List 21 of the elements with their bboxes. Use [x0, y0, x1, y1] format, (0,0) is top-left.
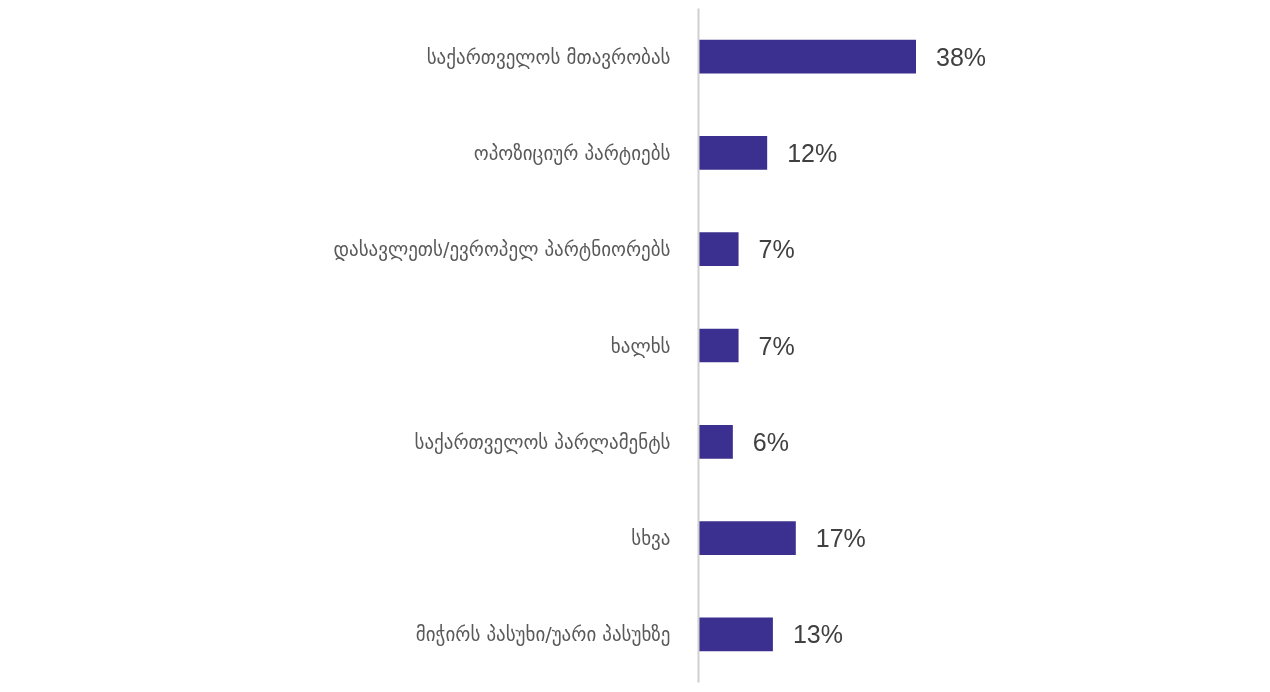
bar	[698, 39, 916, 74]
y-tick-label: ხალხს	[610, 334, 671, 358]
data-label: 6%	[752, 427, 789, 456]
data-label: 12%	[787, 138, 838, 167]
data-label: 17%	[815, 524, 866, 553]
bar	[698, 617, 773, 652]
data-label: 7%	[758, 235, 795, 264]
y-tick-label: ოპოზიციურ პარტიებს	[473, 141, 671, 165]
y-tick-label: სხვა	[631, 527, 671, 551]
bar	[698, 521, 796, 555]
bar	[698, 136, 768, 170]
bar	[698, 232, 739, 267]
y-tick-label: საქართველოს პარლამენტს	[414, 430, 671, 454]
y-tick-label: საქართველოს მთავრობას	[426, 45, 671, 69]
y-tick-label: დასავლეთს/ევროპელ პარტნიორებს	[333, 238, 671, 262]
data-label: 13%	[792, 620, 843, 649]
bar	[698, 328, 739, 363]
data-label: 7%	[758, 331, 795, 360]
bar	[698, 424, 733, 459]
y-tick-label: მიჭირს პასუხი/უარი პასუხზე	[415, 623, 671, 647]
data-label: 38%	[935, 42, 987, 71]
